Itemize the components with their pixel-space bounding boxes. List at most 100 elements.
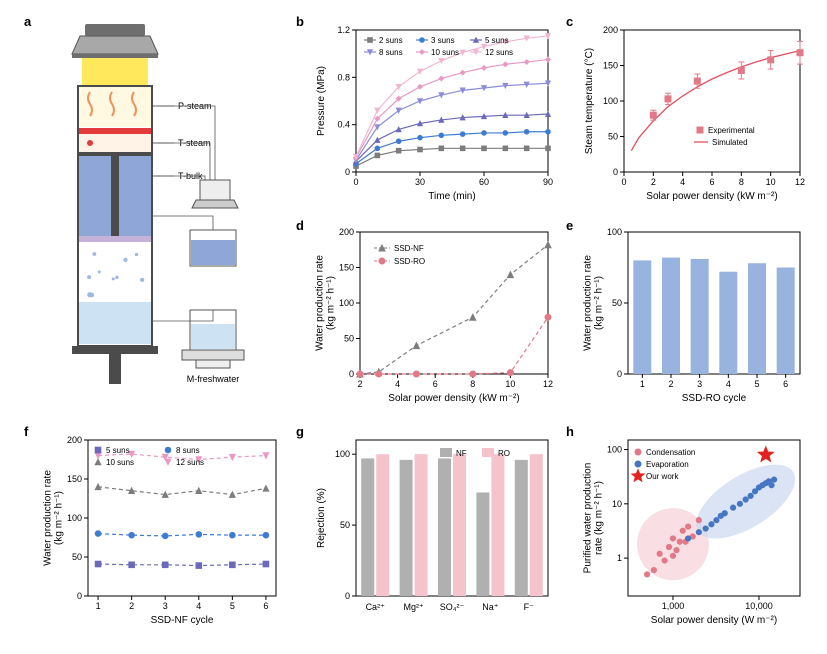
svg-text:Rejection (%): Rejection (%) [316,488,327,548]
svg-text:12: 12 [795,177,805,187]
svg-text:Simulated: Simulated [712,138,748,147]
svg-text:6: 6 [709,177,714,187]
svg-text:8 suns: 8 suns [379,48,403,57]
svg-text:50: 50 [612,298,622,308]
figure-root: a b c d e f g h P-steamT-steamT-bulkM-fr… [0,0,827,654]
svg-text:150: 150 [339,263,354,273]
svg-text:Experimental: Experimental [708,126,755,135]
svg-text:5 suns: 5 suns [106,446,130,455]
svg-text:Water production rate: Water production rate [583,255,594,351]
svg-text:50: 50 [344,334,354,344]
panel-label-c: c [566,14,573,29]
svg-text:5 suns: 5 suns [485,36,509,45]
svg-text:100: 100 [603,96,618,106]
svg-text:0: 0 [353,177,358,187]
panel-b-chart: 030609000.40.81.2Time (min)Pressure (MPa… [310,20,558,210]
svg-text:8: 8 [739,177,744,187]
svg-text:1,000: 1,000 [662,601,685,611]
svg-text:30: 30 [415,177,425,187]
svg-text:0.8: 0.8 [337,72,350,82]
svg-text:Condensation: Condensation [646,448,695,457]
svg-text:12 suns: 12 suns [176,458,204,467]
svg-text:3: 3 [163,601,168,611]
svg-text:4: 4 [395,379,400,389]
svg-text:0: 0 [617,369,622,379]
svg-text:10 suns: 10 suns [106,458,134,467]
svg-text:2: 2 [357,379,362,389]
panel-e-chart: 123456050100SSD-RO cycleWater production… [580,222,810,412]
svg-text:5: 5 [754,379,759,389]
svg-text:6: 6 [433,379,438,389]
svg-text:10: 10 [505,379,515,389]
svg-text:Purified water production: Purified water production [583,463,594,574]
panel-c-chart: 024681012050100150200Solar power density… [580,20,810,210]
svg-text:SSD-RO: SSD-RO [394,257,425,266]
svg-text:0: 0 [345,167,350,177]
svg-text:Time (min): Time (min) [428,191,475,202]
svg-text:SSD-NF cycle: SSD-NF cycle [151,615,214,626]
svg-text:Evaporation: Evaporation [646,460,689,469]
svg-text:NF: NF [456,449,467,458]
svg-text:Ca²⁺: Ca²⁺ [366,602,386,612]
svg-text:Our work: Our work [646,472,679,481]
svg-text:2 suns: 2 suns [379,36,403,45]
svg-text:SSD-RO cycle: SSD-RO cycle [682,393,747,404]
panel-a-diagram: P-steamT-steamT-bulkM-freshwater [30,20,280,410]
svg-text:200: 200 [603,25,618,35]
svg-text:1: 1 [617,553,622,563]
svg-text:90: 90 [543,177,553,187]
panel-label-b: b [296,14,304,29]
svg-text:10,000: 10,000 [745,601,773,611]
svg-text:2: 2 [129,601,134,611]
svg-text:RO: RO [498,449,510,458]
svg-text:4: 4 [680,177,685,187]
svg-text:100: 100 [67,513,82,523]
svg-text:0: 0 [345,591,350,601]
panel-label-d: d [296,218,304,233]
svg-text:Pressure (MPa): Pressure (MPa) [316,66,327,136]
svg-text:SO₄²⁻: SO₄²⁻ [440,602,465,612]
svg-text:12: 12 [543,379,553,389]
panel-label-g: g [296,424,304,439]
panel-g-chart: 050100Rejection (%)Ca²⁺Mg²⁺SO₄²⁻Na⁺F⁻NFR… [310,428,558,636]
svg-text:Solar power density (kW m⁻²): Solar power density (kW m⁻²) [388,393,519,404]
svg-text:0: 0 [613,167,618,177]
svg-text:0: 0 [349,369,354,379]
panel-f-chart: 123456050100150200SSD-NF cycleWater prod… [38,428,286,636]
svg-text:1: 1 [640,379,645,389]
svg-text:10: 10 [612,499,622,509]
svg-text:50: 50 [72,552,82,562]
panel-label-h: h [566,424,574,439]
svg-text:0: 0 [77,591,82,601]
svg-text:Mg²⁺: Mg²⁺ [403,602,423,612]
svg-text:2: 2 [668,379,673,389]
panel-label-e: e [566,218,573,233]
svg-text:100: 100 [607,445,622,455]
svg-text:200: 200 [67,435,82,445]
svg-text:8 suns: 8 suns [176,446,200,455]
svg-text:Solar power density (W m⁻²): Solar power density (W m⁻²) [651,615,777,626]
svg-text:Water production rate: Water production rate [315,255,326,351]
svg-text:1: 1 [96,601,101,611]
svg-text:10 suns: 10 suns [431,48,459,57]
svg-text:60: 60 [479,177,489,187]
svg-text:50: 50 [608,132,618,142]
svg-text:10: 10 [766,177,776,187]
svg-text:150: 150 [603,61,618,71]
svg-text:100: 100 [339,298,354,308]
svg-text:4: 4 [196,601,201,611]
svg-text:6: 6 [263,601,268,611]
svg-text:(kg m⁻² h⁻¹): (kg m⁻² h⁻¹) [594,276,605,330]
svg-text:50: 50 [340,520,350,530]
panel-h-chart: 1,000 10,000 1 10 100 Solar power density (W … [580,428,810,636]
svg-text:6: 6 [783,379,788,389]
svg-text:2: 2 [651,177,656,187]
svg-text:3: 3 [697,379,702,389]
svg-text:Water production rate: Water production rate [43,470,54,566]
svg-text:Na⁺: Na⁺ [482,602,499,612]
svg-text:SSD-NF: SSD-NF [394,244,424,253]
svg-text:5: 5 [230,601,235,611]
svg-text:F⁻: F⁻ [524,602,534,612]
panel-d-chart: 24681012050100150200Solar power density … [310,222,558,412]
svg-text:1.2: 1.2 [337,25,350,35]
